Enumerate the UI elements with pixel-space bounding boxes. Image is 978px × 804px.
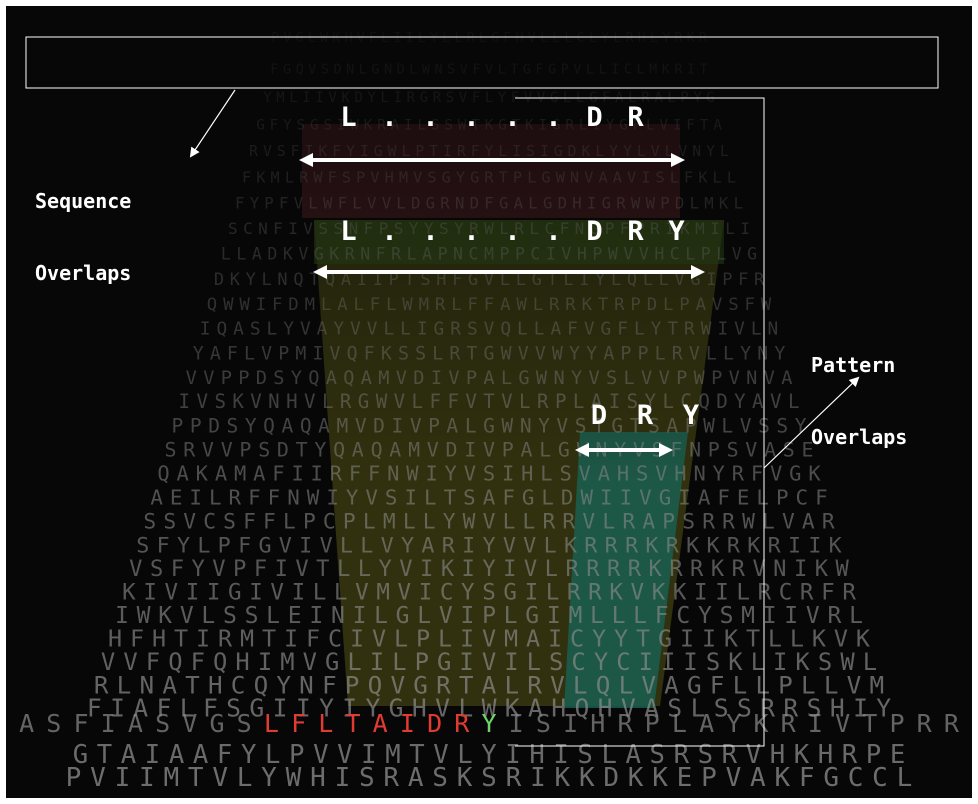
residue-letter: R [781, 709, 797, 738]
pattern-token: . [545, 216, 562, 247]
residue-letter: P [645, 709, 660, 738]
pattern-token: . [504, 102, 521, 133]
highlight-residue: R [454, 709, 470, 738]
residue-letter: L [672, 709, 687, 738]
residue-letter: V [182, 709, 197, 738]
pattern-token: . [422, 102, 439, 133]
residue-letter: K [753, 709, 768, 738]
pattern-token: . [504, 216, 521, 247]
pattern-token: L [340, 216, 357, 247]
pattern-token: . [381, 216, 398, 247]
residue-letter: R [944, 709, 960, 738]
residue-letter: I [509, 709, 524, 738]
residue-letter: R [917, 709, 933, 738]
highlight-residue: L [318, 709, 333, 738]
residue-letter: V [835, 709, 850, 738]
highlight-residue: I [400, 709, 415, 738]
pattern-token: R [627, 102, 644, 133]
residue-letter: F [73, 709, 88, 738]
residue-letter: S [237, 709, 252, 738]
pattern-token: R [636, 400, 654, 431]
pattern-token: D [586, 102, 603, 133]
residue-letter: A [699, 709, 714, 738]
residue-letter: A [19, 709, 34, 738]
pattern-token: D [590, 400, 608, 431]
diagram-canvas: PVGLWKHVFLIILYLLRLGFHVLLLCLYLRHLYRKRFGQV… [6, 6, 972, 798]
pattern-token: L [340, 102, 357, 133]
pattern-token: Y [682, 400, 700, 431]
highlight-residue: L [264, 709, 279, 738]
pattern-token: D [586, 216, 603, 247]
residue-letter: S [46, 709, 61, 738]
pattern-token: . [422, 216, 439, 247]
sequence-overlaps-label: Sequence Overlaps [35, 189, 132, 285]
pattern-token: . [463, 102, 480, 133]
pattern-token: . [381, 102, 398, 133]
residue-letter: G [209, 709, 224, 738]
residue-letter: T [862, 709, 877, 738]
pattern-token: . [545, 102, 562, 133]
residue-letter: Y [726, 709, 741, 738]
highlight-residue: F [291, 709, 306, 738]
residue-letter: S [536, 709, 551, 738]
residue-letter: A [128, 709, 143, 738]
highlight-residue: T [345, 709, 360, 738]
pattern-token: . [463, 216, 480, 247]
pattern-overlaps-label: Pattern Overlaps [811, 353, 908, 449]
highlight-residue: Y [481, 709, 496, 738]
residue-letter: R [617, 709, 633, 738]
residue-letter: H [590, 709, 605, 738]
residue-letter: I [808, 709, 823, 738]
highlight-residue: D [427, 709, 442, 738]
highlight-residue: A [373, 709, 388, 738]
residue-letter: I [563, 709, 578, 738]
residue-letter: I [101, 709, 116, 738]
pattern-token: Y [668, 216, 685, 247]
residue-letter: S [155, 709, 170, 738]
pattern-token: R [627, 216, 644, 247]
residue-letter: P [889, 709, 904, 738]
